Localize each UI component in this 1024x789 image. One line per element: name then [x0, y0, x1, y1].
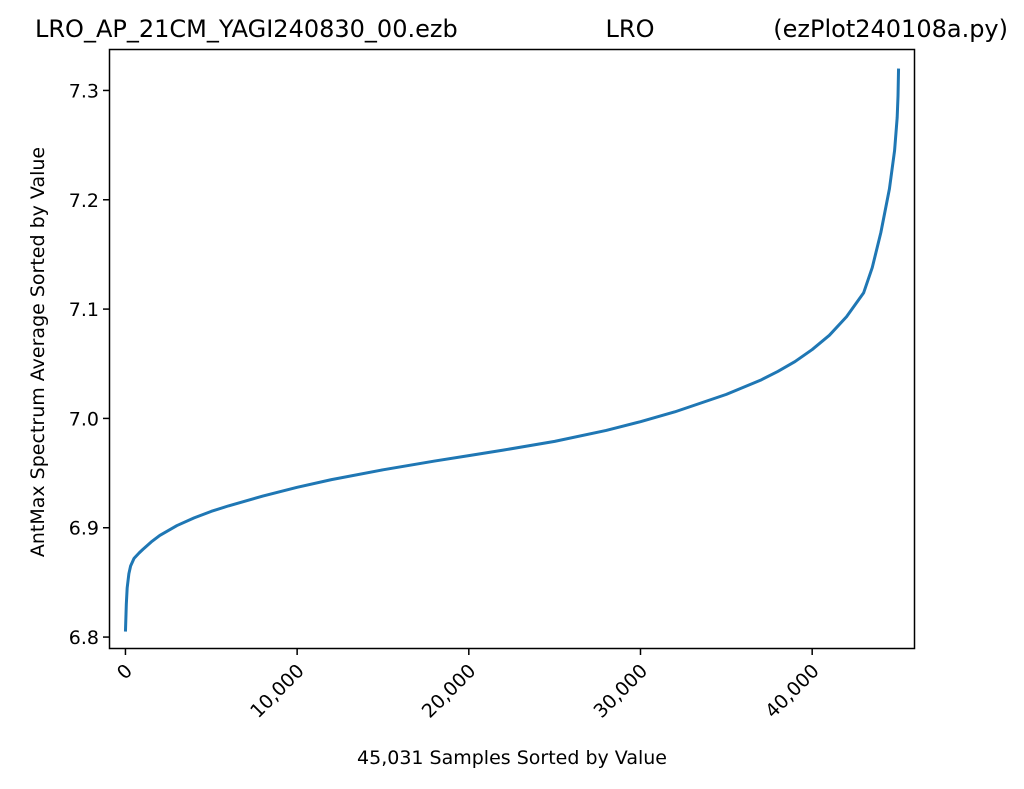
chart-title-right: (ezPlot240108a.py) — [773, 15, 1008, 43]
y-axis-label: AntMax Spectrum Average Sorted by Value — [27, 147, 49, 557]
y-tick-label: 7.0 — [69, 408, 99, 430]
y-tick-label: 7.1 — [69, 299, 99, 321]
x-axis-label: 45,031 Samples Sorted by Value — [357, 747, 667, 769]
chart-title-left: LRO_AP_21CM_YAGI240830_00.ezb — [35, 15, 458, 43]
plot-area — [123, 68, 901, 632]
y-tick-label: 7.2 — [69, 190, 99, 212]
y-axis: 6.8 6.9 7.0 7.1 7.2 7.3 — [69, 80, 110, 649]
chart-title-center: LRO — [606, 15, 655, 43]
y-tick-label: 6.8 — [69, 627, 99, 649]
y-tick-label: 7.3 — [69, 80, 99, 102]
y-tick-label: 6.9 — [69, 518, 99, 540]
plot-frame — [108, 48, 916, 650]
series-line-0 — [123, 68, 901, 632]
